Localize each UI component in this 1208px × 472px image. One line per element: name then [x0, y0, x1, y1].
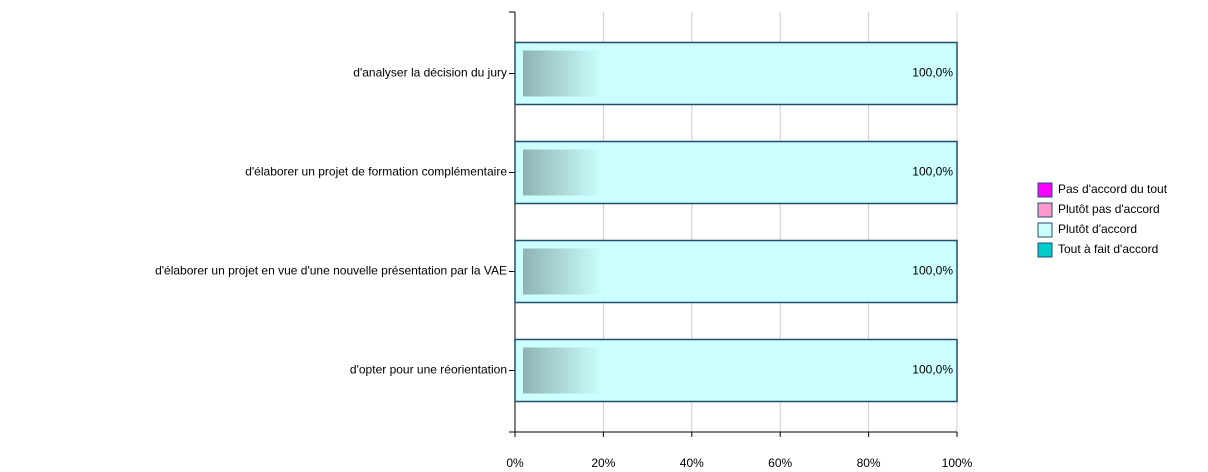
x-tick-label: 100%: [942, 456, 973, 470]
x-tick-label: 20%: [591, 456, 615, 470]
legend-label: Tout à fait d'accord: [1058, 242, 1158, 256]
x-tick-label: 40%: [680, 456, 704, 470]
x-tick-label: 0%: [506, 456, 524, 470]
x-tick-label: 80%: [857, 456, 881, 470]
bar-shade: [523, 248, 789, 295]
legend-swatch: [1037, 202, 1053, 218]
data-label: 100,0%: [912, 264, 953, 278]
bar-shade: [523, 149, 789, 196]
data-label: 100,0%: [912, 363, 953, 377]
legend-label: Plutôt d'accord: [1058, 222, 1137, 236]
y-tick-label: d'élaborer un projet de formation complé…: [245, 165, 507, 179]
x-tick-label: 60%: [768, 456, 792, 470]
legend-label: Pas d'accord du tout: [1058, 182, 1168, 196]
bar-shade: [523, 347, 789, 394]
y-tick-label: d'opter pour une réorientation: [350, 363, 507, 377]
legend-swatch: [1037, 182, 1053, 198]
legend-swatch: [1037, 242, 1053, 258]
legend-swatch: [1037, 222, 1053, 238]
bar-shade: [523, 50, 789, 97]
y-tick-label: d'analyser la décision du jury: [353, 66, 507, 80]
data-label: 100,0%: [912, 165, 953, 179]
data-label: 100,0%: [912, 66, 953, 80]
legend-label: Plutôt pas d'accord: [1058, 202, 1160, 216]
y-tick-label: d'élaborer un projet en vue d'une nouvel…: [155, 264, 507, 278]
